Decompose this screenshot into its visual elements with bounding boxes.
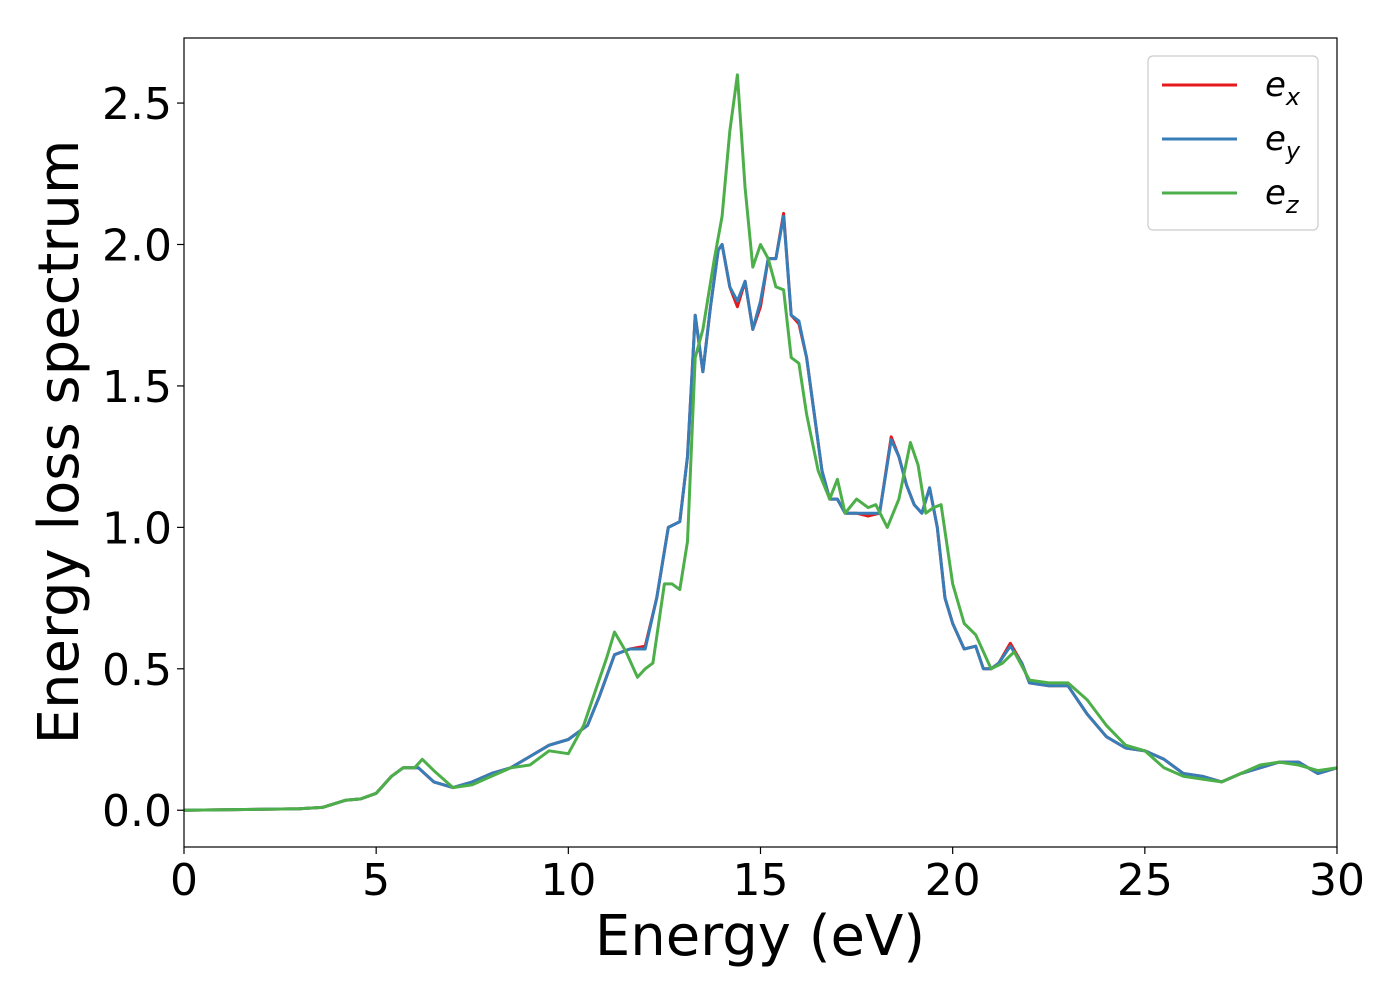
y-tick-label: 0.0 bbox=[102, 786, 172, 837]
x-tick-label: 5 bbox=[362, 855, 390, 906]
y-tick-label: 1.5 bbox=[102, 362, 172, 413]
legend-label-y: ey bbox=[1265, 119, 1301, 165]
y-tick-label: 2.5 bbox=[102, 79, 172, 130]
x-tick-label: 10 bbox=[540, 855, 596, 906]
y-axis-label: Energy loss spectrum bbox=[27, 140, 92, 745]
y-tick-label: 2.0 bbox=[102, 220, 172, 271]
x-axis-ticks: 0 5 10 15 20 25 30 bbox=[170, 847, 1365, 906]
plot-area bbox=[184, 73, 1337, 812]
legend-box bbox=[1147, 55, 1319, 231]
x-tick-label: 0 bbox=[170, 855, 198, 906]
y-tick-label: 0.5 bbox=[102, 645, 172, 696]
x-tick-label: 20 bbox=[925, 855, 981, 906]
y-axis-ticks: 0.0 0.5 1.0 1.5 2.0 2.5 bbox=[102, 79, 184, 837]
x-tick-label: 25 bbox=[1117, 855, 1173, 906]
y-tick-label: 1.0 bbox=[102, 503, 172, 554]
x-axis-label: Energy (eV) bbox=[595, 904, 925, 969]
x-tick-label: 30 bbox=[1309, 855, 1365, 906]
series-line-z bbox=[184, 73, 1337, 812]
series-line-y bbox=[184, 214, 1337, 812]
legend-label-z: ez bbox=[1265, 173, 1300, 219]
legend: ex ey ez bbox=[1147, 55, 1319, 231]
axes-frame bbox=[183, 37, 1338, 848]
legend-label-x: ex bbox=[1265, 65, 1301, 111]
x-tick-label: 15 bbox=[733, 855, 789, 906]
